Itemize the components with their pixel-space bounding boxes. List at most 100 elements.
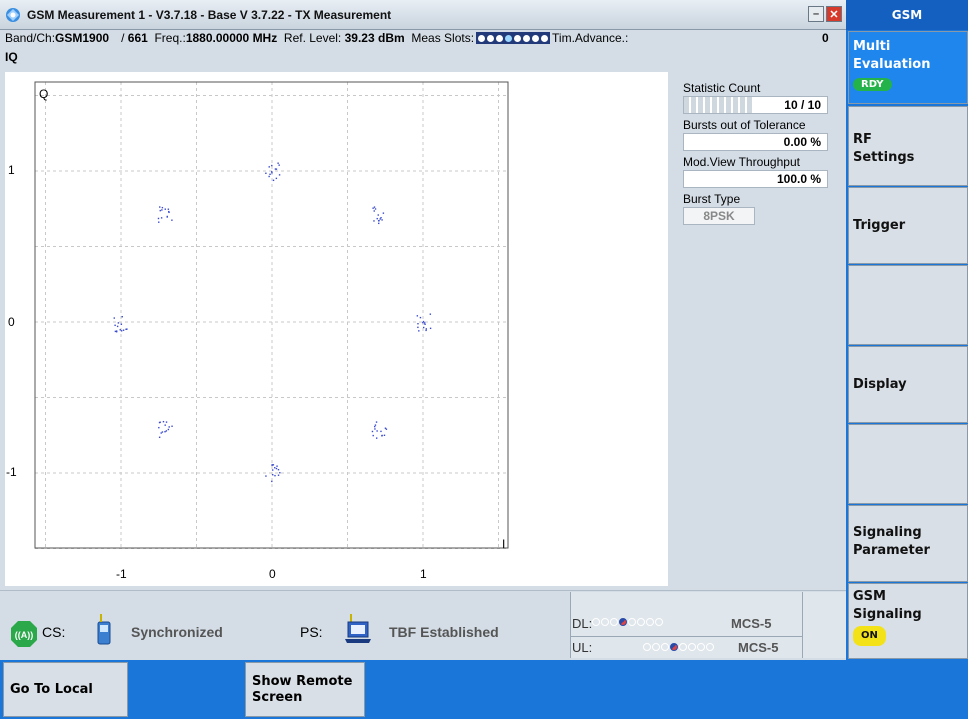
show-remote-screen-button[interactable]: Show Remote Screen xyxy=(245,662,365,717)
iq-point xyxy=(375,437,378,439)
iq-point xyxy=(277,474,280,476)
iq-point xyxy=(378,222,380,225)
iq-point xyxy=(113,317,115,319)
iq-point xyxy=(385,428,388,430)
iq-point xyxy=(157,217,160,220)
iq-point xyxy=(168,426,170,428)
display-label: Display xyxy=(853,377,907,392)
iq-point xyxy=(117,322,120,324)
iq-point xyxy=(115,331,118,333)
x-tick-0: 0 xyxy=(269,567,276,581)
empty-softkey-2[interactable] xyxy=(848,424,968,504)
empty-softkey-1[interactable] xyxy=(848,265,968,345)
iq-point xyxy=(165,421,168,423)
plot-frame xyxy=(34,81,509,549)
view-label: IQ xyxy=(5,50,18,64)
iq-point xyxy=(278,164,280,166)
iq-point xyxy=(265,475,267,477)
meas-slots-indicator xyxy=(476,32,551,44)
signaling-parameter-label: Signaling Parameter xyxy=(853,525,930,558)
info-bar: Band/Ch: GSM1900 / 661 Freq.: 1880.00000 M… xyxy=(0,30,846,46)
iq-point xyxy=(122,329,125,331)
go-to-local-label: Go To Local xyxy=(10,682,93,697)
iq-point xyxy=(120,323,123,325)
x-tick-neg1: -1 xyxy=(116,567,127,581)
iq-point xyxy=(161,431,164,433)
iq-plot-svg: Q I -1 0 1 1 0 -1 xyxy=(6,81,509,581)
ul-label: UL: xyxy=(572,640,593,655)
iq-point xyxy=(171,425,173,427)
throughput-box: 100.0 % xyxy=(683,170,828,188)
iq-point xyxy=(274,467,276,469)
iq-point xyxy=(268,175,270,178)
iq-point xyxy=(161,209,163,211)
iq-point xyxy=(272,464,275,466)
cs-state: Synchronized xyxy=(131,624,223,640)
throughput-unit: % xyxy=(810,172,821,186)
iq-point xyxy=(278,174,281,176)
bursts-out-label: Bursts out of Tolerance xyxy=(683,118,806,132)
rf-settings-label: RF Settings xyxy=(853,132,915,165)
minimize-button[interactable]: – xyxy=(808,6,824,22)
iq-point xyxy=(276,465,278,467)
svg-text:((A)): ((A)) xyxy=(15,630,34,640)
cs-network-icon: ((A)) xyxy=(11,621,37,647)
iq-point xyxy=(274,474,276,477)
freq-unit: MHz xyxy=(252,31,278,45)
iq-point xyxy=(379,218,381,220)
multi-evaluation-label: Multi Evaluation xyxy=(853,39,931,72)
go-to-local-button[interactable]: Go To Local xyxy=(3,662,128,717)
app-logo-icon xyxy=(6,7,20,22)
iq-point xyxy=(171,219,173,221)
rf-settings-button[interactable]: RF Settings xyxy=(848,106,968,186)
window-title: GSM Measurement 1 - V3.7.18 - Base V 3.7… xyxy=(27,7,392,22)
title-bar: GSM Measurement 1 - V3.7.18 - Base V 3.7… xyxy=(0,0,846,30)
iq-point xyxy=(114,324,116,327)
bursts-out-box: 0.00 % xyxy=(683,133,828,151)
iq-point xyxy=(119,329,121,331)
iq-point xyxy=(418,330,420,332)
iq-point xyxy=(380,217,382,219)
iq-point xyxy=(271,164,273,167)
display-button[interactable]: Display xyxy=(848,346,968,423)
iq-point xyxy=(417,323,419,325)
iq-point xyxy=(271,172,273,174)
iq-point xyxy=(275,177,278,180)
ps-label: PS: xyxy=(300,624,323,640)
iq-point xyxy=(373,220,375,222)
iq-point xyxy=(381,434,383,437)
iq-point xyxy=(277,468,280,471)
iq-point xyxy=(159,206,161,208)
multi-evaluation-button[interactable]: Multi Evaluation RDY xyxy=(848,31,968,104)
close-button[interactable]: ✕ xyxy=(826,6,842,22)
iq-point xyxy=(162,420,165,423)
dl-slots-indicator xyxy=(592,614,664,628)
iq-point xyxy=(419,316,422,319)
iq-point xyxy=(425,328,427,330)
i-axis-label: I xyxy=(502,537,505,551)
iq-point xyxy=(371,430,374,433)
iq-point xyxy=(384,427,387,429)
channel-sep: / xyxy=(121,31,125,45)
iq-point xyxy=(424,323,426,326)
throughput-value: 100.0 xyxy=(776,172,807,186)
iq-constellation-plot: Q I -1 0 1 1 0 -1 xyxy=(5,72,668,586)
gsm-signaling-button[interactable]: GSM Signaling ON xyxy=(848,583,968,659)
cs-label: CS: xyxy=(42,624,66,640)
iq-point xyxy=(116,325,119,328)
trigger-label: Trigger xyxy=(853,218,906,233)
trigger-button[interactable]: Trigger xyxy=(848,187,968,264)
throughput-label: Mod.View Throughput xyxy=(683,155,800,169)
iq-point xyxy=(275,168,278,170)
dl-label: DL: xyxy=(572,616,593,631)
iq-point xyxy=(425,329,427,332)
iq-point xyxy=(265,172,267,174)
iq-point xyxy=(166,215,168,218)
q-axis-label: Q xyxy=(39,87,48,101)
signaling-parameter-button[interactable]: Signaling Parameter xyxy=(848,505,968,582)
band-label: Band/Ch: xyxy=(5,31,56,45)
iq-point xyxy=(416,315,419,317)
burst-type-label: Burst Type xyxy=(683,192,741,206)
laptop-icon xyxy=(345,614,371,643)
iq-point xyxy=(159,209,161,212)
